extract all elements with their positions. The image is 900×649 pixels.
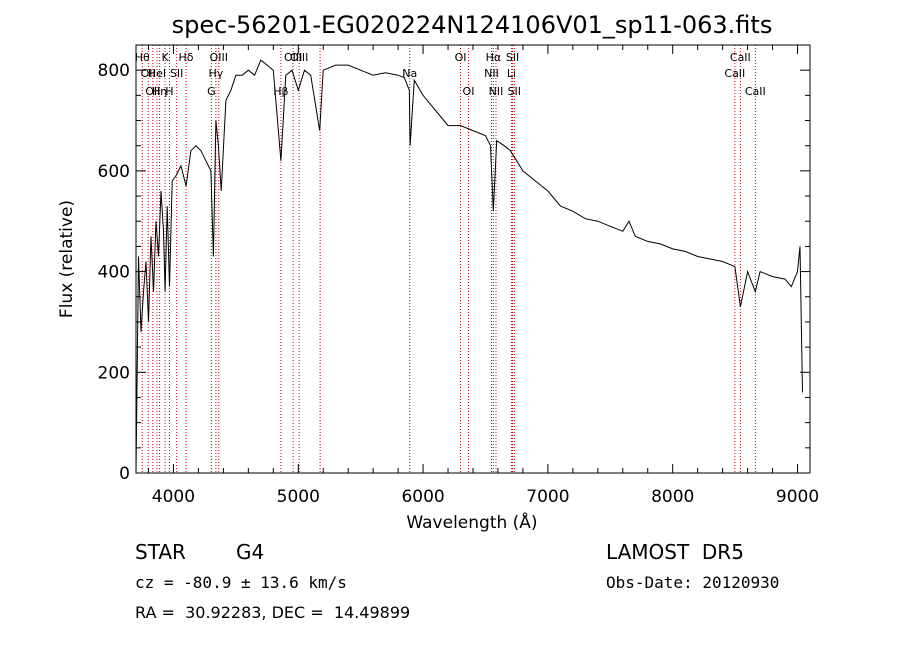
object-class: STAR	[135, 540, 186, 564]
y-tick-label: 800	[98, 61, 130, 81]
y-axis: 0 200 400 600 800	[98, 44, 810, 484]
line-label: K	[161, 51, 169, 64]
x-tick-label: 7000	[526, 487, 569, 507]
spectrum-line	[135, 59, 803, 474]
x-axis: 4000 5000 6000 7000 8000 9000	[147, 45, 819, 507]
y-tick-label: 400	[98, 263, 130, 283]
line-label: Hγ	[208, 67, 223, 80]
y-tick-label: 600	[98, 162, 130, 182]
line-label: SII	[506, 51, 519, 64]
sky-coordinates: RA = 30.92283, DEC = 14.49899	[135, 603, 411, 622]
observation-date: Obs-Date: 20120930	[606, 573, 780, 592]
line-label: OI	[463, 85, 475, 98]
line-label: Li	[507, 67, 516, 80]
line-label: OIII	[290, 51, 308, 64]
chart-title: spec-56201-EG020224N124106V01_sp11-063.f…	[172, 11, 773, 39]
line-label: G	[207, 85, 216, 98]
line-label: OII	[145, 85, 160, 98]
y-tick-label: 200	[98, 363, 130, 383]
line-label: Hη	[152, 85, 167, 98]
x-tick-label: 8000	[651, 487, 694, 507]
redshift-velocity: cz = -80.9 ± 13.6 km/s	[135, 573, 347, 592]
spectral-line-markers	[141, 45, 756, 473]
line-label: CaII	[745, 85, 766, 98]
x-tick-label: 5000	[277, 487, 320, 507]
line-label: HeI	[148, 67, 166, 80]
x-tick-label: 9000	[776, 487, 819, 507]
line-label: OIII	[210, 51, 228, 64]
line-label: Hδ	[179, 51, 194, 64]
line-label: OI	[455, 51, 467, 64]
x-tick-label: 6000	[401, 487, 444, 507]
object-subclass: G4	[236, 540, 265, 564]
x-axis-label: Wavelength (Å)	[406, 511, 537, 533]
y-tick-label: 0	[119, 464, 130, 484]
line-label: Na	[402, 67, 417, 80]
line-label: H	[165, 85, 173, 98]
survey-name: LAMOST DR5	[606, 540, 744, 564]
line-label: NII	[489, 85, 504, 98]
y-axis-label: Flux (relative)	[57, 200, 77, 318]
line-label: CaII	[730, 51, 751, 64]
line-label: SII	[170, 67, 183, 80]
line-label: Hα	[486, 51, 502, 64]
line-label: NII	[484, 67, 499, 80]
x-tick-label: 4000	[152, 487, 195, 507]
line-label: SII	[508, 85, 521, 98]
line-label: Hθ	[135, 51, 150, 64]
line-label: OIII	[284, 51, 302, 64]
line-label: CaII	[724, 67, 745, 80]
spectral-line-labels: HθOIIOIIHeIHηKHSIIHδGHγOIIIHβOIIIOIIINaO…	[135, 51, 766, 98]
